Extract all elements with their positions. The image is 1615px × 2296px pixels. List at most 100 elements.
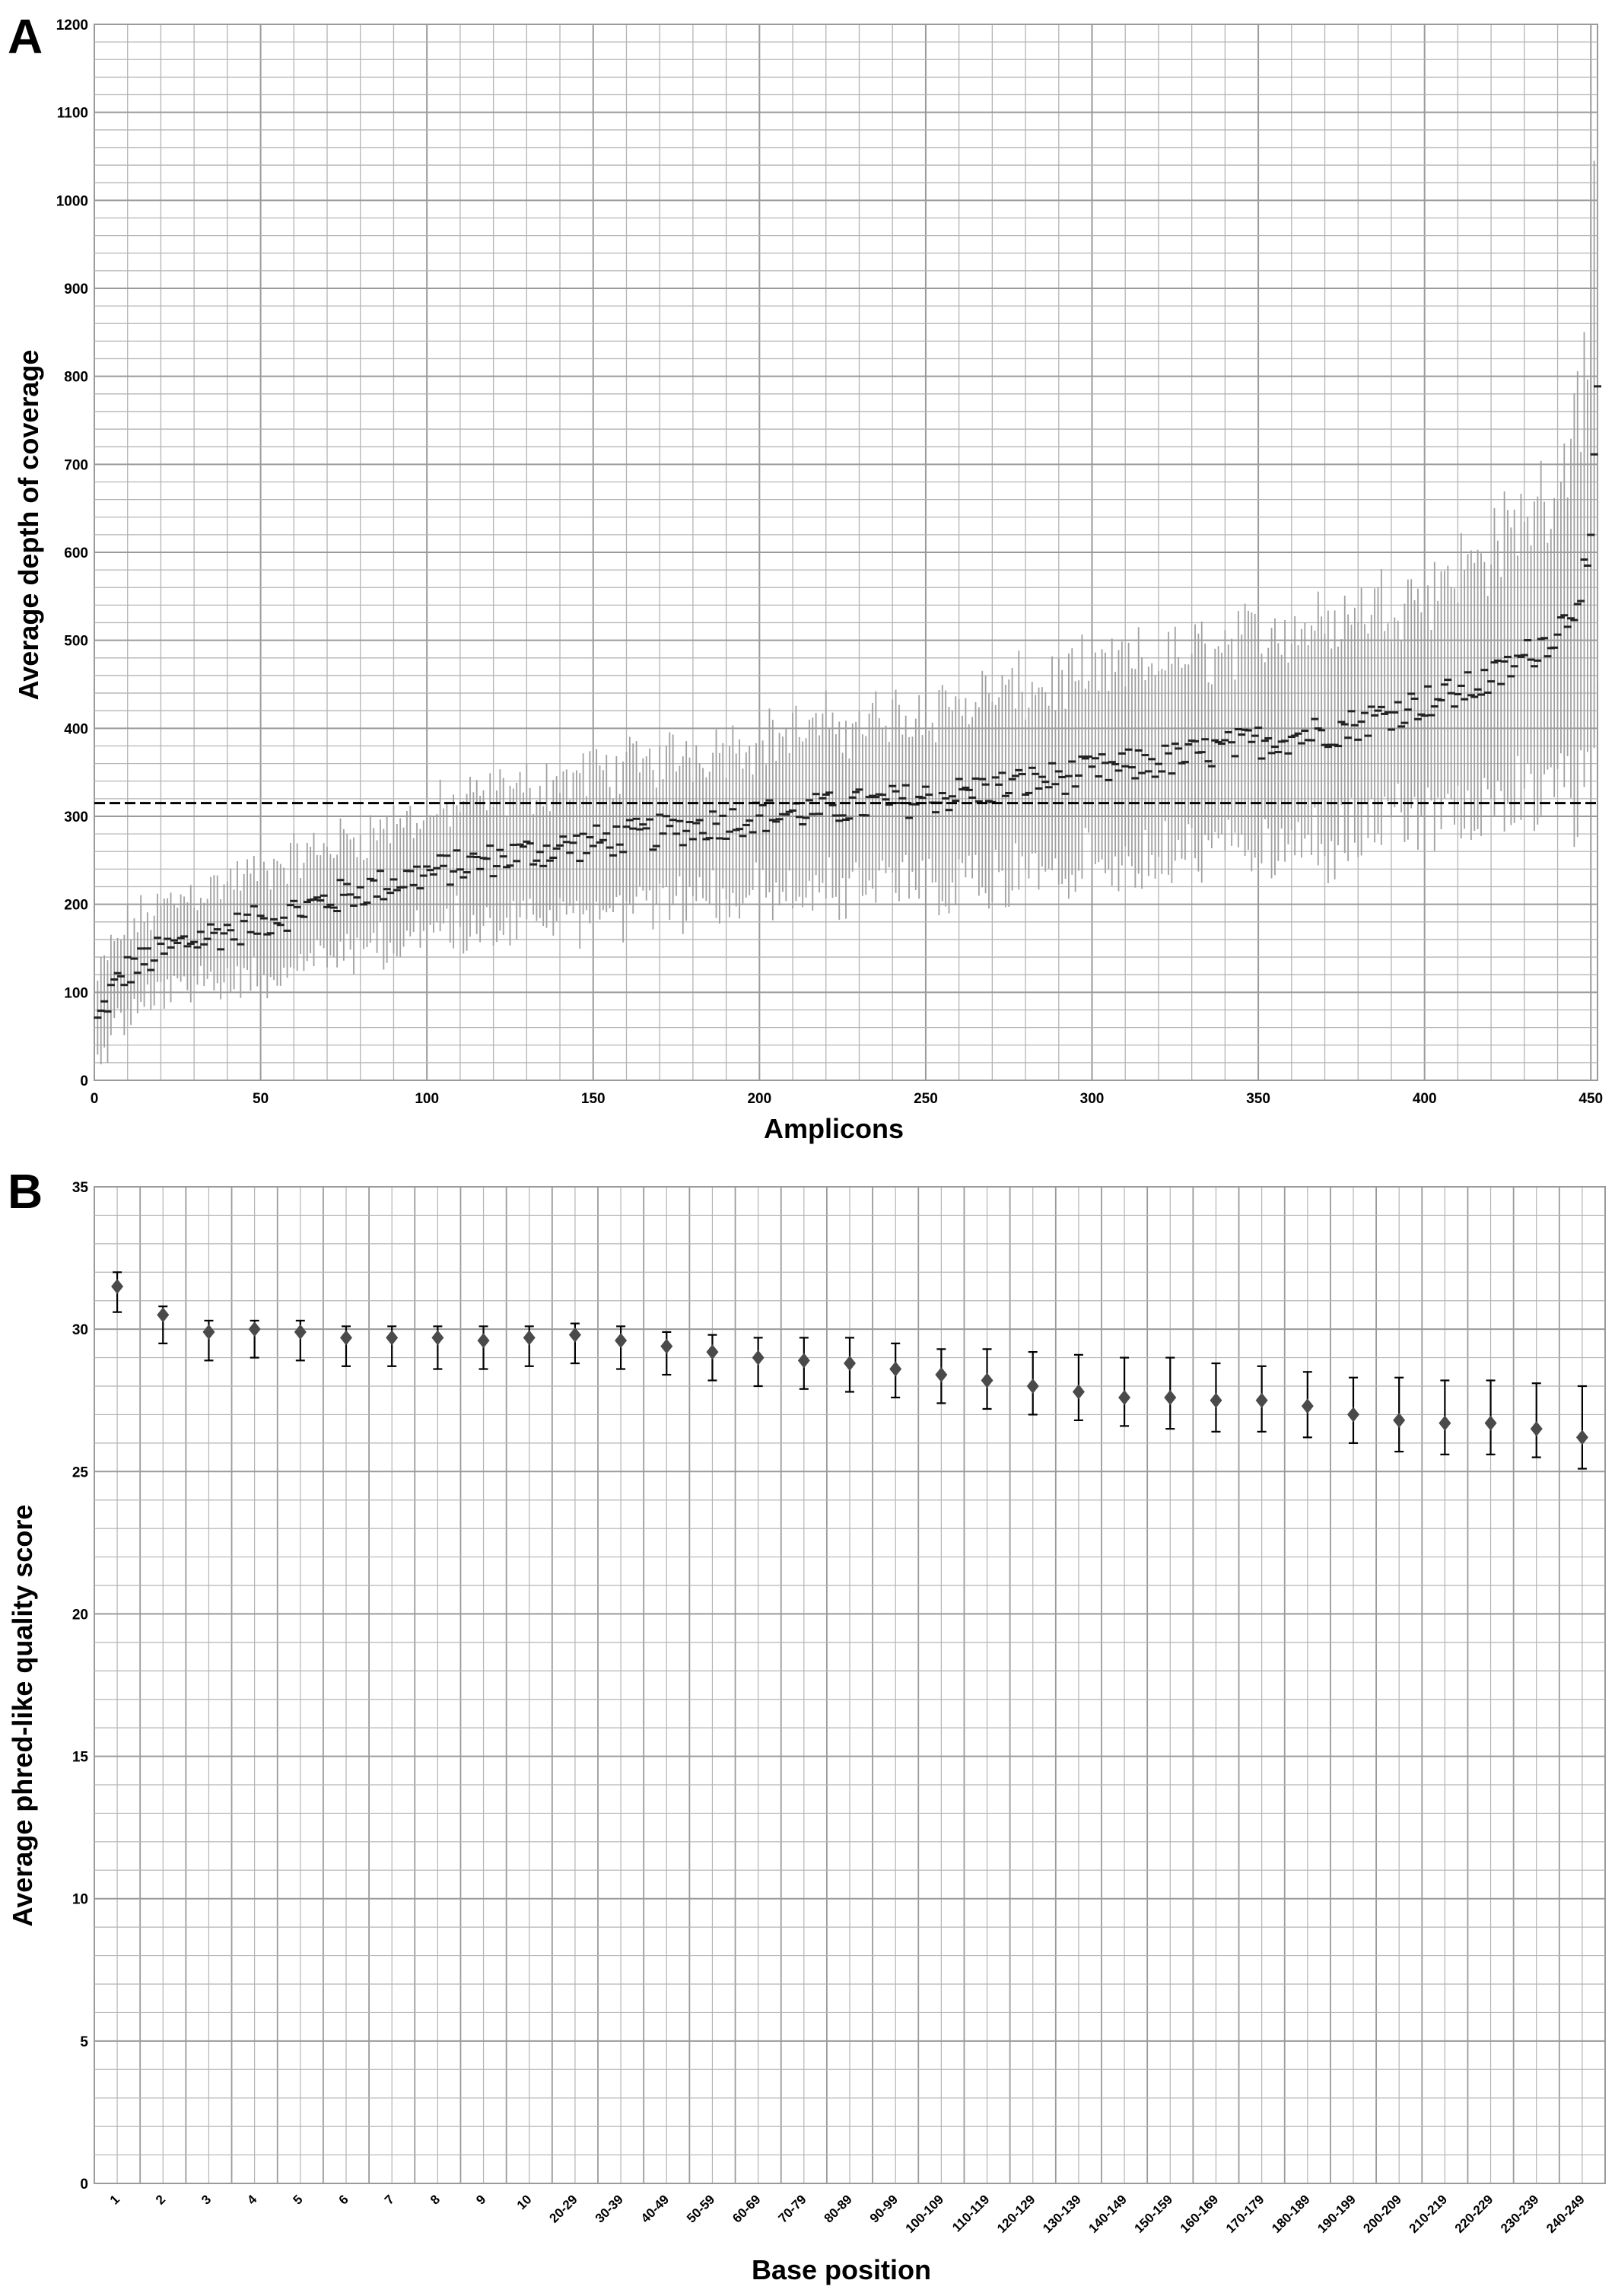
y-axis-title-quality: Average phred-like quality score: [7, 1505, 38, 1927]
panel-b-category-label: 230-239: [1498, 2192, 1542, 2236]
panel-b-grid: [94, 1186, 1606, 2184]
panel-b-category-label: 130-139: [1040, 2192, 1084, 2236]
panel-a-y-tick-label: 600: [64, 545, 88, 561]
panel-b-mean-markers: [111, 1279, 1588, 1445]
panel-b-category-label: 210-219: [1407, 2192, 1451, 2236]
panel-b-category-label: 40-49: [638, 2192, 672, 2225]
panel-a-x-tick-label: 350: [1246, 1091, 1270, 1107]
panel-a-x-tick-label: 300: [1080, 1091, 1105, 1107]
panel-b-category-label: 20-29: [547, 2192, 580, 2225]
quality-mean-diamond: [615, 1333, 628, 1349]
quality-mean-diamond: [1164, 1389, 1177, 1405]
quality-mean-diamond: [523, 1330, 536, 1346]
quality-mean-diamond: [1393, 1412, 1406, 1428]
panel-a-x-tick-label: 0: [91, 1091, 99, 1107]
y-axis-title-depth: Average depth of coverage: [13, 350, 44, 701]
panel-b-category-label: 100-109: [903, 2192, 947, 2236]
panel-b-category-label: 180-189: [1269, 2192, 1313, 2236]
quality-mean-diamond: [706, 1344, 719, 1360]
panel-b-category-label: 6: [336, 2192, 351, 2207]
panel-a-x-tick-label: 400: [1413, 1091, 1437, 1107]
panel-a-letter: A: [8, 9, 43, 64]
panel-a-y-tick-label: 400: [64, 721, 88, 737]
quality-mean-diamond: [844, 1356, 856, 1372]
panel-b-category-label: 70-79: [775, 2192, 809, 2225]
panel-a-y-tick-label: 0: [80, 1073, 88, 1089]
quality-mean-diamond: [248, 1321, 261, 1337]
panel-b-category-label: 30-39: [593, 2192, 626, 2225]
quality-mean-diamond: [568, 1327, 581, 1343]
panel-b-y-tick-label: 30: [72, 1322, 88, 1338]
panel-b-category-label: 7: [382, 2192, 397, 2207]
panel-a-y-tick-label: 1100: [57, 106, 88, 122]
panel-b-category-label: 200-209: [1360, 2192, 1404, 2236]
panel-b-y-tick-label: 35: [72, 1180, 89, 1196]
panel-b-category-label: 240-249: [1543, 2192, 1588, 2236]
panel-a-x-tick-label: 50: [253, 1091, 269, 1107]
panel-b-category-label: 220-229: [1452, 2192, 1496, 2236]
panel-b-y-tick-label: 10: [72, 1892, 88, 1908]
panel-a-x-tick-label: 450: [1578, 1091, 1603, 1107]
panel-b-category-label: 4: [244, 2192, 260, 2208]
quality-mean-diamond: [111, 1279, 124, 1294]
quality-mean-diamond: [1439, 1415, 1451, 1431]
panel-b-category-label: 150-159: [1132, 2192, 1176, 2236]
quality-mean-diamond: [294, 1324, 307, 1340]
panel-a-coverage-chart: A 0 50 100 150 200 250 300 350 400 450 0 100 200 300 4…: [8, 9, 1603, 1144]
quality-mean-diamond: [477, 1333, 490, 1349]
panel-a-mean-markers: [94, 385, 1601, 1019]
panel-b-category-label: 2: [153, 2192, 168, 2207]
panel-b-category-label: 50-59: [684, 2192, 717, 2225]
panel-b-category-label: 190-199: [1315, 2192, 1359, 2236]
panel-b-y-tick-label: 0: [80, 2177, 88, 2193]
x-axis-title-base-position: Base position: [752, 2254, 931, 2285]
panel-b-category-label: 1: [107, 2192, 122, 2207]
panel-b-y-tick-label: 20: [72, 1607, 88, 1623]
panel-b-quality-chart: B 0 5 10 15 20 25 30 35 1 2 3 4 5 6 7 8 9 10 20-29 30-39 40-…: [7, 1164, 1606, 2285]
panel-a-y-tick-label: 1000: [56, 193, 88, 209]
panel-b-category-label: 140-149: [1086, 2192, 1130, 2236]
panel-b-category-label: 90-99: [867, 2192, 901, 2225]
panel-b-category-label: 8: [428, 2192, 443, 2207]
quality-mean-diamond: [752, 1350, 765, 1366]
quality-mean-diamond: [1484, 1415, 1497, 1431]
panel-b-y-tick-label: 5: [80, 2034, 88, 2050]
quality-mean-diamond: [981, 1372, 993, 1388]
quality-mean-diamond: [202, 1324, 215, 1340]
panel-b-category-label: 60-69: [730, 2192, 763, 2225]
panel-b-category-label: 10: [514, 2192, 535, 2212]
panel-a-y-tick-label: 800: [64, 370, 88, 386]
quality-mean-diamond: [340, 1330, 352, 1346]
panel-a-tick-labels: 0 50 100 150 200 250 300 350 400 450 0 100 200 300 400…: [56, 17, 1603, 1107]
quality-mean-diamond: [1301, 1398, 1314, 1414]
panel-a-x-tick-label: 100: [415, 1091, 439, 1107]
quality-mean-diamond: [386, 1330, 399, 1346]
panel-a-y-tick-label: 500: [64, 634, 88, 650]
panel-b-category-label: 110-119: [949, 2192, 992, 2234]
panel-b-y-tick-label: 25: [72, 1464, 89, 1480]
quality-mean-diamond: [431, 1330, 444, 1346]
panel-b-category-label: 5: [291, 2192, 306, 2207]
panel-a-x-tick-label: 250: [914, 1091, 938, 1107]
panel-b-category-label: 160-169: [1178, 2192, 1222, 2236]
panel-a-y-tick-label: 300: [64, 809, 88, 825]
quality-mean-diamond: [1575, 1429, 1588, 1445]
panel-b-y-tick-label: 15: [72, 1750, 89, 1766]
quality-mean-diamond: [1026, 1379, 1039, 1394]
panel-a-y-tick-label: 900: [64, 281, 88, 297]
panel-b-category-label: 3: [199, 2192, 214, 2207]
quality-mean-diamond: [1072, 1384, 1085, 1400]
panel-b-category-label: 170-179: [1223, 2192, 1267, 2236]
panel-a-x-tick-label: 200: [747, 1091, 771, 1107]
quality-mean-diamond: [935, 1367, 948, 1383]
quality-mean-diamond: [1210, 1392, 1222, 1408]
quality-mean-diamond: [1255, 1392, 1268, 1408]
quality-mean-diamond: [157, 1307, 170, 1323]
panel-b-letter: B: [8, 1164, 43, 1219]
panel-b-category-label: 80-89: [822, 2192, 855, 2225]
x-axis-title-amplicons: Amplicons: [764, 1113, 904, 1144]
quality-mean-diamond: [1118, 1389, 1131, 1405]
panel-a-y-tick-label: 100: [64, 985, 88, 1001]
quality-mean-diamond: [797, 1353, 810, 1369]
